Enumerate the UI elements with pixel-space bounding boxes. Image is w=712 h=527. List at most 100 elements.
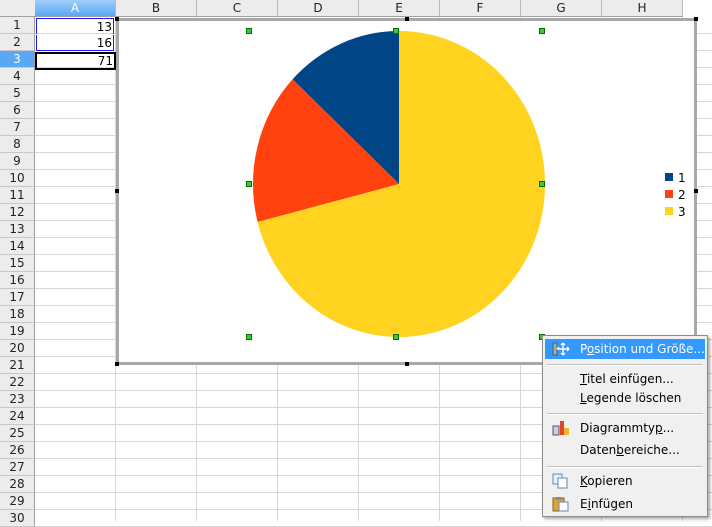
menu-accelerator: p [655,421,663,435]
row-header-27[interactable]: 27 [0,459,35,476]
row-divider [35,509,712,510]
row-header-22[interactable]: 22 [0,374,35,391]
row-header-13[interactable]: 13 [0,221,35,238]
row-header-25[interactable]: 25 [0,425,35,442]
corner-select-all[interactable] [0,0,36,17]
resize-handle[interactable] [246,181,252,187]
row-header-30[interactable]: 30 [0,510,35,527]
legend-swatch-3 [665,207,673,215]
row-divider [35,458,712,459]
menu-label: E [580,497,588,511]
resize-handle[interactable] [539,28,545,34]
row-header-18[interactable]: 18 [0,306,35,323]
column-divider [115,17,116,521]
frame-handle[interactable] [115,189,119,193]
row-header-26[interactable]: 26 [0,442,35,459]
menu-separator [547,466,703,468]
column-header-f[interactable]: F [440,0,521,17]
legend-label-1: 1 [678,171,686,185]
row-header-24[interactable]: 24 [0,408,35,425]
column-header-a[interactable]: A [35,0,116,17]
row-header-9[interactable]: 9 [0,153,35,170]
menu-label: nfügen [590,497,633,511]
row-divider [35,373,712,374]
row-header-3[interactable]: 3 [0,51,35,68]
menu-item-legende-löschen[interactable]: Legende löschen [545,388,705,408]
chart-frame[interactable]: 1 2 3 [116,18,697,365]
cell-a3[interactable]: 71 [35,52,116,70]
row-header-8[interactable]: 8 [0,136,35,153]
row-header-28[interactable]: 28 [0,476,35,493]
frame-handle[interactable] [115,362,119,366]
legend[interactable]: 1 2 3 [665,171,686,219]
row-header-17[interactable]: 17 [0,289,35,306]
row-header-21[interactable]: 21 [0,357,35,374]
column-header-h[interactable]: H [602,0,683,17]
row-header-14[interactable]: 14 [0,238,35,255]
legend-label-2: 2 [678,188,686,202]
menu-item-einfügen[interactable]: Einfügen [545,494,705,514]
menu-separator [547,413,703,415]
menu-accelerator: K [580,474,588,488]
column-header-c[interactable]: C [197,0,278,17]
column-header-b[interactable]: B [116,0,197,17]
row-divider [35,475,712,476]
resize-handle[interactable] [246,28,252,34]
menu-item-diagrammtyp[interactable]: Diagrammtyp... [545,418,705,438]
row-divider [35,424,712,425]
column-header-g[interactable]: G [521,0,602,17]
row-header-29[interactable]: 29 [0,493,35,510]
menu-item-position-und-größe[interactable]: Position und Größe... [545,339,705,359]
context-menu: Position und Größe... Titel einfügen... Le… [542,335,708,517]
legend-swatch-2 [665,190,673,198]
menu-item-datenbereiche[interactable]: Datenbereiche... [545,440,705,460]
frame-handle[interactable] [694,17,698,21]
row-header-2[interactable]: 2 [0,34,35,51]
row-divider [35,390,712,391]
menu-accelerator: i [587,497,591,511]
row-header-10[interactable]: 10 [0,170,35,187]
menu-label: opieren [587,474,633,488]
row-header-20[interactable]: 20 [0,340,35,357]
row-divider [35,441,712,442]
row-header-6[interactable]: 6 [0,102,35,119]
row-header-5[interactable]: 5 [0,85,35,102]
pie-slice-3[interactable] [257,31,545,337]
pie-slice-1[interactable] [292,31,399,184]
row-divider [35,492,712,493]
legend-label-3: 3 [678,205,686,219]
menu-label: ... [662,421,675,435]
row-header-11[interactable]: 11 [0,187,35,204]
menu-label: egende löschen [586,391,682,405]
frame-handle[interactable] [405,17,409,21]
pie-slice-2[interactable] [253,79,399,223]
row-header-7[interactable]: 7 [0,119,35,136]
cell-a2[interactable]: 16 [36,35,114,51]
frame-handle[interactable] [115,17,119,21]
row-divider [35,407,712,408]
row-header-16[interactable]: 16 [0,272,35,289]
menu-item-titel-einfügen[interactable]: Titel einfügen... [545,369,705,389]
frame-handle[interactable] [405,362,409,366]
row-header-12[interactable]: 12 [0,204,35,221]
row-header-1[interactable]: 1 [0,17,35,34]
resize-handle[interactable] [393,28,399,34]
menu-item-kopieren[interactable]: Kopieren [545,471,705,491]
resize-handle[interactable] [246,334,252,340]
menu-accelerator: b [616,443,624,457]
menu-accelerator: T [580,372,587,386]
row-header-4[interactable]: 4 [0,68,35,85]
resize-handle[interactable] [393,334,399,340]
menu-label: itel einfügen... [586,372,674,386]
row-header-15[interactable]: 15 [0,255,35,272]
row-header-19[interactable]: 19 [0,323,35,340]
column-header-e[interactable]: E [359,0,440,17]
resize-handle[interactable] [539,181,545,187]
cell-a1[interactable]: 13 [36,18,114,34]
menu-accelerator: o [586,342,595,356]
row-header-23[interactable]: 23 [0,391,35,408]
pie-chart[interactable]: 1 2 3 [119,21,694,362]
frame-handle[interactable] [694,189,698,193]
column-header-d[interactable]: D [278,0,359,17]
legend-swatch-1 [665,173,673,181]
